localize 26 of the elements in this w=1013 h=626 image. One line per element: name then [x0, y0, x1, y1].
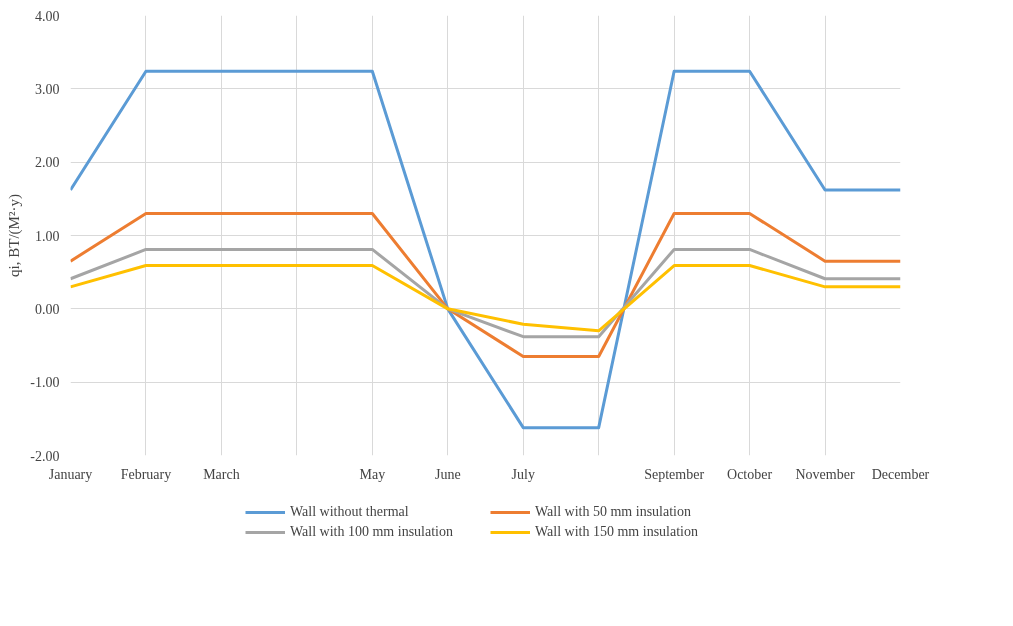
legend-label: Wall with 50 mm insulation: [535, 504, 692, 520]
legend-label: Wall with 150 mm insulation: [535, 524, 699, 540]
x-tick-label: November: [795, 466, 855, 482]
y-axis-title: qi, BT/(M²·y): [6, 194, 24, 277]
x-tick-label: March: [203, 466, 240, 482]
x-tick-label: February: [120, 466, 172, 482]
x-tick-label: January: [48, 466, 93, 482]
line-series: [70, 212, 901, 358]
y-tick-label: 1.00: [35, 228, 60, 244]
y-tick-label: -1.00: [30, 375, 60, 391]
x-tick-label: December: [871, 466, 930, 482]
y-tick-label: -2.00: [30, 448, 60, 464]
line-series: [70, 264, 901, 333]
x-tick-label: July: [511, 466, 535, 482]
x-tick-label: May: [359, 466, 386, 482]
y-tick-label: 0.00: [35, 301, 60, 317]
y-tick-label: 3.00: [35, 81, 60, 97]
line-series: [70, 247, 901, 339]
y-tick-label: 2.00: [35, 155, 60, 171]
line-series: [70, 69, 901, 430]
x-tick-label: October: [727, 466, 773, 482]
legend-label: Wall without thermal: [290, 504, 410, 520]
x-tick-label: September: [644, 466, 705, 482]
y-tick-label: 4.00: [35, 8, 60, 24]
x-tick-label: June: [434, 466, 461, 482]
legend-label: Wall with 100 mm insulation: [290, 524, 454, 540]
